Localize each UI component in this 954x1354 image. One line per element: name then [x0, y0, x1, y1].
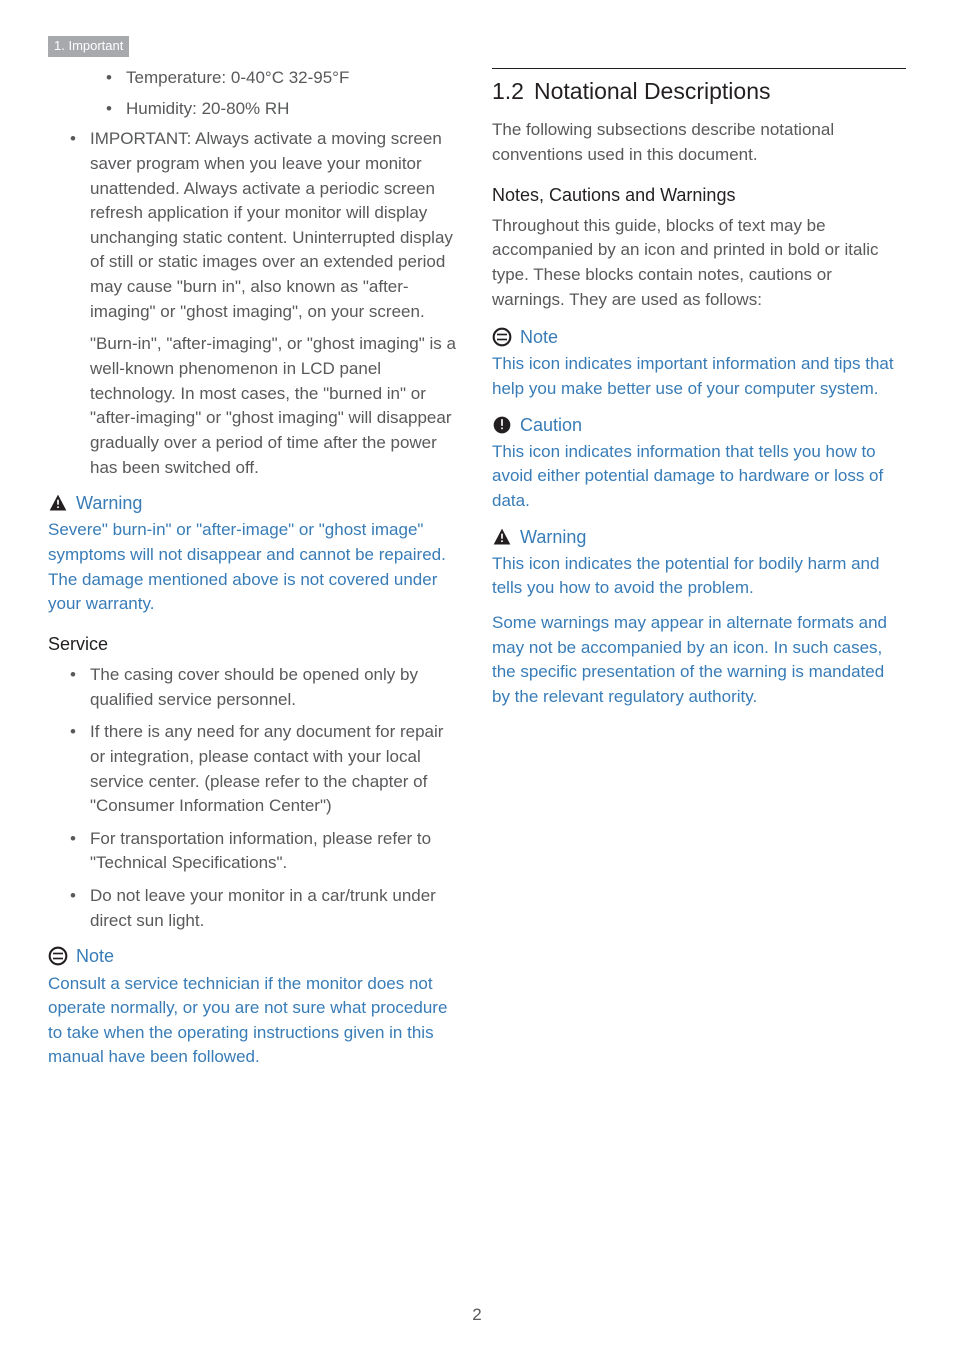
list-item: Do not leave your monitor in a car/trunk… — [48, 884, 462, 933]
note-header: Note — [48, 943, 462, 969]
caution-icon — [492, 415, 512, 435]
list-item: Temperature: 0-40°C 32-95°F — [84, 66, 462, 91]
note-text: This icon indicates important informatio… — [492, 352, 906, 401]
warning-label: Warning — [76, 490, 142, 516]
column-right: 1.2 Notational Descriptions The followin… — [492, 66, 906, 1080]
warning-text: This icon indicates the potential for bo… — [492, 552, 906, 601]
warning-header: Warning — [48, 490, 462, 516]
burn-in-paragraph: "Burn-in", "after-imaging", or "ghost im… — [48, 332, 462, 480]
ncw-paragraph: Throughout this guide, blocks of text ma… — [492, 214, 906, 313]
service-list: The casing cover should be opened only b… — [48, 663, 462, 933]
caution-text: This icon indicates information that tel… — [492, 440, 906, 514]
note-label: Note — [76, 943, 114, 969]
warning-icon — [48, 493, 68, 513]
list-item: If there is any need for any document fo… — [48, 720, 462, 819]
list-item: For transportation information, please r… — [48, 827, 462, 876]
page-number: 2 — [0, 1303, 954, 1328]
note-icon — [492, 327, 512, 347]
caution-header: Caution — [492, 412, 906, 438]
warning-text: Severe" burn-in" or "after-image" or "gh… — [48, 518, 462, 617]
section-number: 1.2 — [492, 75, 524, 108]
list-item: Humidity: 20-80% RH — [84, 97, 462, 122]
header-breadcrumb: 1. Important — [48, 36, 129, 57]
section-intro: The following subsections describe notat… — [492, 118, 906, 167]
list-item: IMPORTANT: Always activate a moving scre… — [48, 127, 462, 324]
note-label: Note — [520, 324, 558, 350]
section-title: 1.2 Notational Descriptions — [492, 68, 906, 108]
section-name: Notational Descriptions — [534, 75, 771, 108]
column-left: Temperature: 0-40°C 32-95°F Humidity: 20… — [48, 66, 462, 1080]
warning-header: Warning — [492, 524, 906, 550]
warning-text-2: Some warnings may appear in alternate fo… — [492, 611, 906, 710]
service-heading: Service — [48, 631, 462, 657]
ncw-heading: Notes, Cautions and Warnings — [492, 182, 906, 208]
list-item: The casing cover should be opened only b… — [48, 663, 462, 712]
note-text: Consult a service technician if the moni… — [48, 972, 462, 1071]
caution-label: Caution — [520, 412, 582, 438]
important-list: IMPORTANT: Always activate a moving scre… — [48, 127, 462, 324]
note-icon — [48, 946, 68, 966]
note-header: Note — [492, 324, 906, 350]
warning-icon — [492, 527, 512, 547]
warning-label: Warning — [520, 524, 586, 550]
env-conditions-list: Temperature: 0-40°C 32-95°F Humidity: 20… — [48, 66, 462, 121]
